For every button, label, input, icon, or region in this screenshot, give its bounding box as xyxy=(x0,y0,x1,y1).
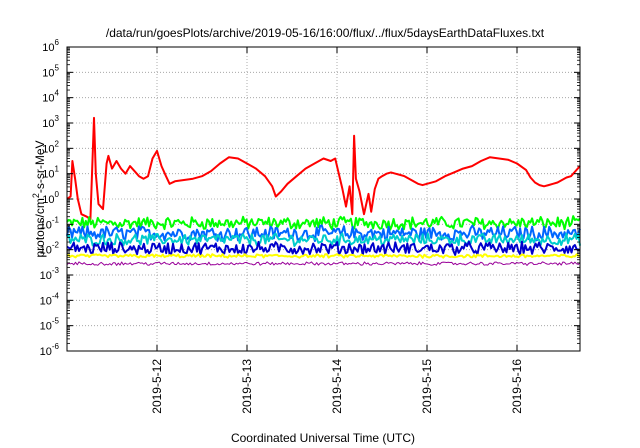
y-tick-exponent: -1 xyxy=(52,215,60,224)
y-tick-exponent: 6 xyxy=(55,38,60,47)
y-tick-labels: 10-610-510-410-310-210-11001011021031041… xyxy=(40,38,60,358)
y-tick-label: 106 xyxy=(42,38,59,54)
x-tick-label: 2019-5-13 xyxy=(240,359,254,414)
y-tick-base: 10 xyxy=(42,93,54,105)
y-tick-label: 104 xyxy=(42,89,59,105)
y-tick-base: 10 xyxy=(40,219,52,231)
series-line-4 xyxy=(66,232,581,247)
y-axis-label-main: protons/cm xyxy=(33,198,47,257)
y-tick-base: 10 xyxy=(40,270,52,282)
y-tick-base: 10 xyxy=(42,143,54,155)
y-tick-exponent: 3 xyxy=(55,114,60,123)
y-tick-exponent: -6 xyxy=(52,342,60,351)
y-tick-base: 10 xyxy=(40,346,52,358)
y-tick-base: 10 xyxy=(42,169,54,181)
y-tick-base: 10 xyxy=(40,245,52,257)
y-tick-exponent: -4 xyxy=(52,291,60,300)
x-axis-label: Coordinated Universal Time (UTC) xyxy=(231,431,415,445)
y-tick-label: 10-4 xyxy=(40,291,60,307)
y-tick-exponent: 2 xyxy=(55,139,60,148)
y-axis-label-tail: -s-sr-MeV xyxy=(33,140,47,193)
y-tick-label: 10-6 xyxy=(40,342,60,358)
series-line-6 xyxy=(66,253,581,259)
y-tick-label: 105 xyxy=(42,63,59,79)
data-series xyxy=(66,116,581,266)
y-tick-exponent: -2 xyxy=(52,241,60,250)
y-axis-label: protons/cm2-s-sr-MeV xyxy=(31,140,47,257)
y-tick-label: 100 xyxy=(42,190,59,206)
y-axis-label-sup: 2 xyxy=(31,193,41,198)
y-tick-exponent: -5 xyxy=(52,317,60,326)
x-tick-label: 2019-5-14 xyxy=(330,359,344,414)
y-tick-base: 10 xyxy=(42,118,54,130)
y-tick-label: 10-3 xyxy=(40,266,60,282)
y-tick-label: 10-1 xyxy=(40,215,60,231)
axis-ticks xyxy=(67,46,580,352)
y-tick-exponent: 5 xyxy=(55,63,60,72)
y-tick-base: 10 xyxy=(42,194,54,206)
x-tick-label: 2019-5-15 xyxy=(420,359,434,414)
y-tick-label: 101 xyxy=(42,165,59,181)
y-tick-base: 10 xyxy=(40,295,52,307)
series-line-5 xyxy=(66,240,581,257)
series-line-7 xyxy=(66,261,581,266)
y-tick-exponent: -3 xyxy=(52,266,60,275)
x-tick-labels: 2019-5-12 2019-5-13 2019-5-14 2019-5-15 2019… xyxy=(150,359,524,414)
y-tick-label: 10-5 xyxy=(40,317,60,333)
y-tick-exponent: 4 xyxy=(55,89,60,98)
y-tick-label: 10-2 xyxy=(40,241,60,257)
y-tick-base: 10 xyxy=(42,67,54,79)
y-tick-exponent: 0 xyxy=(55,190,60,199)
x-tick-label: 2019-5-16 xyxy=(510,359,524,414)
series-line-1 xyxy=(66,116,581,221)
y-tick-label: 103 xyxy=(42,114,59,130)
y-tick-exponent: 1 xyxy=(55,165,60,174)
chart-title: /data/run/goesPlots/archive/2019-05-16/1… xyxy=(106,26,545,40)
y-tick-label: 102 xyxy=(42,139,59,155)
x-tick-label: 2019-5-12 xyxy=(150,359,164,414)
series-line-2 xyxy=(66,215,581,231)
y-tick-base: 10 xyxy=(40,321,52,333)
y-tick-base: 10 xyxy=(42,42,54,54)
